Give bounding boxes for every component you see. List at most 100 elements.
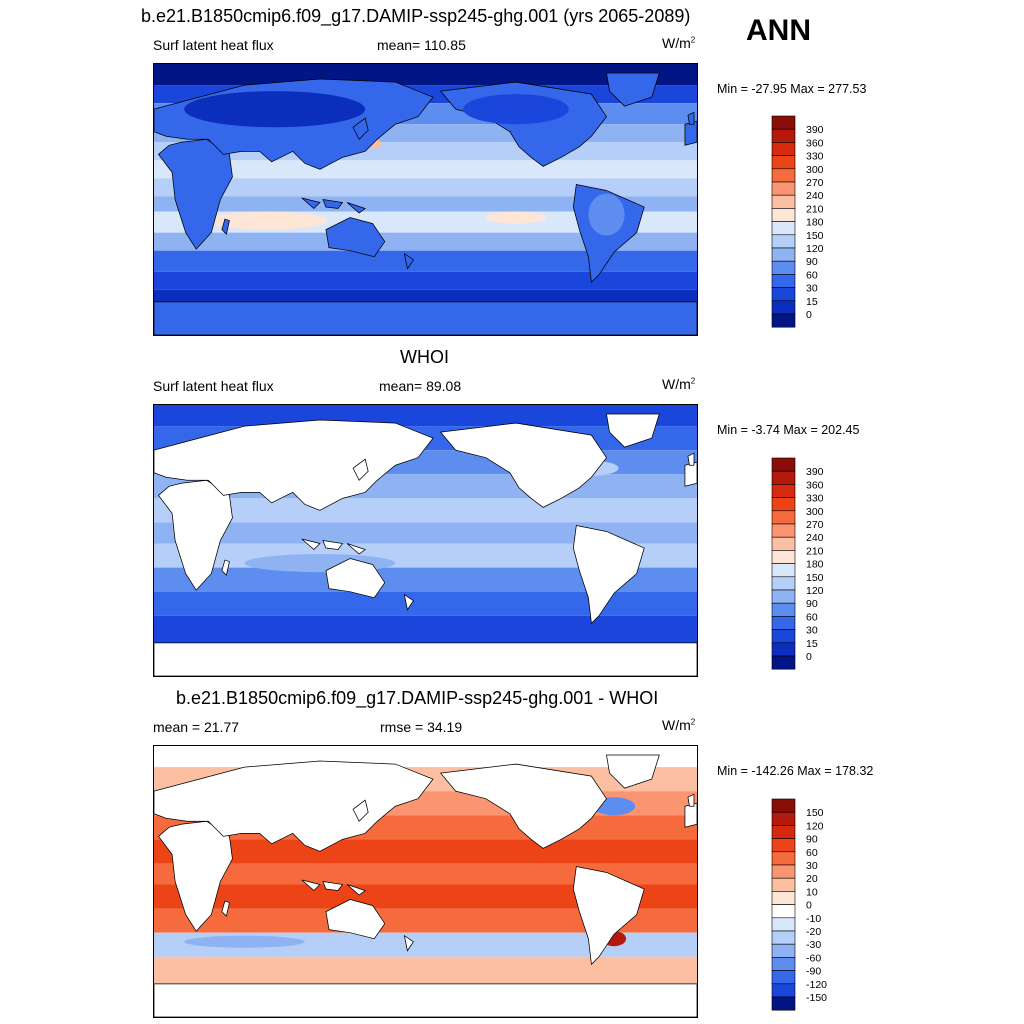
colorbar-tick-label: 240: [806, 532, 824, 544]
colorbar-box: [771, 996, 796, 1011]
colorbar-box: [771, 616, 796, 630]
continent-outline: [687, 452, 695, 466]
colorbar-box: [771, 957, 796, 971]
field-band: [154, 956, 697, 984]
colorbar-box: [771, 247, 796, 262]
field-patch: [184, 935, 305, 948]
panel-2-mean-label: mean= 89.08: [379, 378, 462, 394]
continent-outline: [684, 461, 697, 487]
panel-3-title: b.e21.B1850cmip6.f09_g17.DAMIP-ssp245-gh…: [176, 688, 659, 708]
colorbar-box: [771, 825, 796, 839]
panel-2-colorbar: 390 360 330 300 270 240 210 180 150 120 90 60 30 15 0: [770, 456, 840, 672]
colorbar-box: [771, 917, 796, 932]
field-band: [154, 160, 697, 179]
colorbar-tick-label: 15: [806, 638, 818, 650]
colorbar-tick-label: -30: [806, 939, 821, 951]
continent-outline: [301, 538, 321, 551]
field-patch: [206, 211, 328, 230]
colorbar-box: [771, 313, 796, 328]
continent-outline: [684, 802, 697, 828]
colorbar-tick-label: 0: [806, 651, 812, 663]
colorbar-box: [771, 877, 796, 892]
colorbar-box: [771, 142, 796, 156]
colorbar-tick-label: 10: [806, 886, 818, 898]
continent-outline: [325, 217, 386, 258]
colorbar-tick-label: -90: [806, 966, 821, 978]
panel-3-map: [153, 745, 698, 1018]
continent-outline: [352, 799, 369, 822]
continent-outline: [158, 479, 233, 591]
colorbar-box: [771, 943, 796, 958]
colorbar-tick-label: 30: [806, 860, 818, 872]
panel-2-minmax: Min = -3.74 Max = 202.45: [717, 423, 860, 437]
colorbar-tick-label: 390: [806, 124, 824, 136]
colorbar-box: [771, 181, 796, 196]
colorbar-tick-label: 0: [806, 900, 812, 912]
colorbar-box: [771, 484, 796, 498]
field-band: [154, 839, 697, 864]
continent-outline: [346, 884, 366, 896]
continent-outline: [684, 120, 697, 146]
continent-outline: [352, 458, 369, 481]
colorbar-tick-label: 150: [806, 807, 824, 819]
colorbar-box: [771, 510, 796, 525]
continent-outline: [154, 301, 697, 335]
colorbar-tick-label: 15: [806, 296, 818, 308]
continent-outline: [606, 754, 660, 789]
colorbar-box: [771, 983, 796, 998]
colorbar-tick-label: 300: [806, 164, 824, 176]
colorbar-tick-label: 120: [806, 243, 824, 255]
continent-outline: [403, 252, 414, 270]
colorbar-box: [771, 904, 796, 919]
colorbar-box: [771, 891, 796, 905]
colorbar-box: [771, 798, 796, 813]
field-band: [154, 746, 697, 768]
colorbar-box: [771, 550, 796, 564]
colorbar-box: [771, 457, 796, 472]
colorbar-tick-label: 330: [806, 151, 824, 163]
colorbar-box: [771, 864, 796, 879]
colorbar-tick-label: 150: [806, 572, 824, 584]
continent-outline: [221, 900, 230, 917]
continent-outline: [352, 117, 369, 140]
colorbar-box: [771, 576, 796, 591]
panel-1-units: W/m2: [662, 35, 696, 51]
colorbar-tick-label: 240: [806, 190, 824, 202]
colorbar-box: [771, 115, 796, 130]
continent-outline: [439, 763, 607, 849]
continent-outline: [154, 642, 697, 676]
field-patch: [588, 193, 625, 236]
panel-2-units: W/m2: [662, 376, 696, 392]
colorbar-tick-label: 360: [806, 479, 824, 491]
field-band: [154, 405, 697, 427]
colorbar-tick-label: 60: [806, 847, 818, 859]
panel-3-minmax: Min = -142.26 Max = 178.32: [717, 764, 874, 778]
panel-1-variable-label: Surf latent heat flux: [153, 37, 274, 53]
colorbar-tick-label: 180: [806, 217, 824, 229]
colorbar-box: [771, 970, 796, 985]
field-patch: [187, 184, 218, 221]
continent-outline: [403, 934, 414, 952]
colorbar-box: [771, 642, 796, 657]
colorbar-tick-label: -60: [806, 952, 821, 964]
colorbar-box: [771, 208, 796, 222]
continent-outline: [346, 543, 366, 555]
colorbar-tick-label: 270: [806, 519, 824, 531]
colorbar-tick-label: 360: [806, 137, 824, 149]
colorbar-box: [771, 497, 796, 512]
panel-3-mean-label: mean = 21.77: [153, 719, 240, 735]
colorbar-box: [771, 563, 796, 578]
colorbar-tick-label: 90: [806, 256, 818, 268]
colorbar-box: [771, 838, 796, 853]
colorbar-tick-label: -20: [806, 926, 821, 938]
colorbar-box: [771, 629, 796, 644]
colorbar-tick-label: 30: [806, 625, 818, 637]
continent-outline: [687, 793, 695, 807]
field-band: [154, 863, 697, 885]
continent-outline: [403, 593, 414, 611]
colorbar-box: [771, 655, 796, 670]
colorbar-tick-label: 60: [806, 611, 818, 623]
colorbar-tick-label: 180: [806, 559, 824, 571]
colorbar-tick-label: 90: [806, 834, 818, 846]
colorbar-tick-label: 210: [806, 545, 824, 557]
